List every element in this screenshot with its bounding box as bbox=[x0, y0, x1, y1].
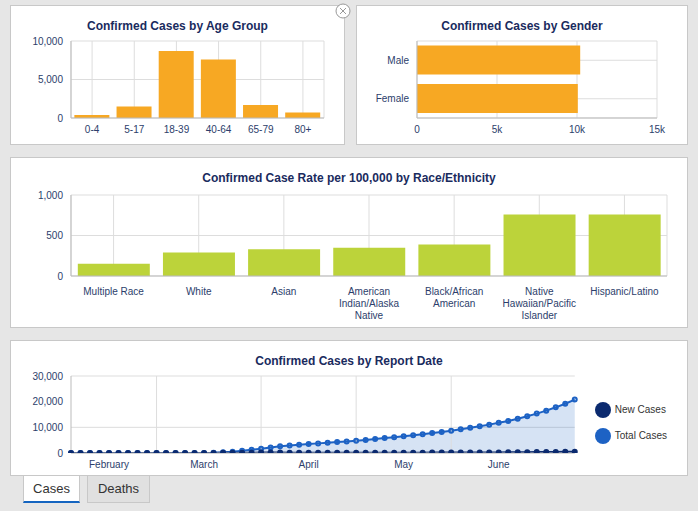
svg-text:0: 0 bbox=[57, 271, 63, 282]
html-text:New Cases: New Cases bbox=[614, 404, 666, 415]
html-text:Deaths: Deaths bbox=[97, 481, 140, 496]
svg-text:0: 0 bbox=[57, 113, 63, 124]
svg-text:Asian: Asian bbox=[271, 286, 296, 297]
svg-text:65-79: 65-79 bbox=[248, 124, 274, 135]
svg-text:0: 0 bbox=[414, 124, 420, 135]
svg-text:10,000: 10,000 bbox=[32, 36, 63, 47]
html-text:Confirmed Cases by Gender: Confirmed Cases by Gender bbox=[441, 19, 603, 33]
svg-text:5-17: 5-17 bbox=[124, 124, 144, 135]
html-text:Total Cases: Total Cases bbox=[614, 430, 667, 441]
html-text:Cases: Cases bbox=[33, 481, 70, 496]
html-text:Confirmed Case Rate per 100,00: Confirmed Case Rate per 100,000 by Race/… bbox=[202, 171, 496, 185]
svg-text:10,000: 10,000 bbox=[32, 422, 63, 433]
svg-text:20,000: 20,000 bbox=[32, 396, 63, 407]
svg-text:5k: 5k bbox=[492, 124, 504, 135]
svg-text:AmericanIndian/AlaskaNative: AmericanIndian/AlaskaNative bbox=[339, 286, 399, 321]
svg-text:18-39: 18-39 bbox=[164, 124, 190, 135]
svg-text:80+: 80+ bbox=[294, 124, 311, 135]
svg-text:February: February bbox=[89, 459, 129, 470]
svg-text:Male: Male bbox=[387, 55, 409, 66]
svg-text:0: 0 bbox=[57, 448, 63, 459]
svg-text:40-64: 40-64 bbox=[206, 124, 232, 135]
svg-text:June: June bbox=[488, 459, 510, 470]
svg-text:30,000: 30,000 bbox=[32, 371, 63, 382]
svg-text:Hispanic/Latino: Hispanic/Latino bbox=[590, 286, 659, 297]
svg-text:March: March bbox=[190, 459, 218, 470]
svg-text:Multiple Race: Multiple Race bbox=[83, 286, 144, 297]
svg-text:15k: 15k bbox=[649, 124, 666, 135]
svg-text:500: 500 bbox=[46, 230, 63, 241]
svg-text:0-4: 0-4 bbox=[85, 124, 100, 135]
svg-text:White: White bbox=[186, 286, 212, 297]
svg-text:1,000: 1,000 bbox=[38, 190, 63, 201]
svg-text:Female: Female bbox=[376, 93, 410, 104]
svg-text:NativeHawaiian/PacificIslander: NativeHawaiian/PacificIslander bbox=[503, 286, 576, 321]
svg-text:May: May bbox=[394, 459, 413, 470]
svg-text:Black/AfricanAmerican: Black/AfricanAmerican bbox=[425, 286, 483, 309]
svg-text:5,000: 5,000 bbox=[38, 74, 63, 85]
svg-text:April: April bbox=[299, 459, 319, 470]
svg-text:10k: 10k bbox=[569, 124, 586, 135]
html-text:Confirmed Cases by Report Date: Confirmed Cases by Report Date bbox=[255, 354, 443, 368]
html-text:Confirmed Cases by Age Group: Confirmed Cases by Age Group bbox=[87, 19, 268, 33]
